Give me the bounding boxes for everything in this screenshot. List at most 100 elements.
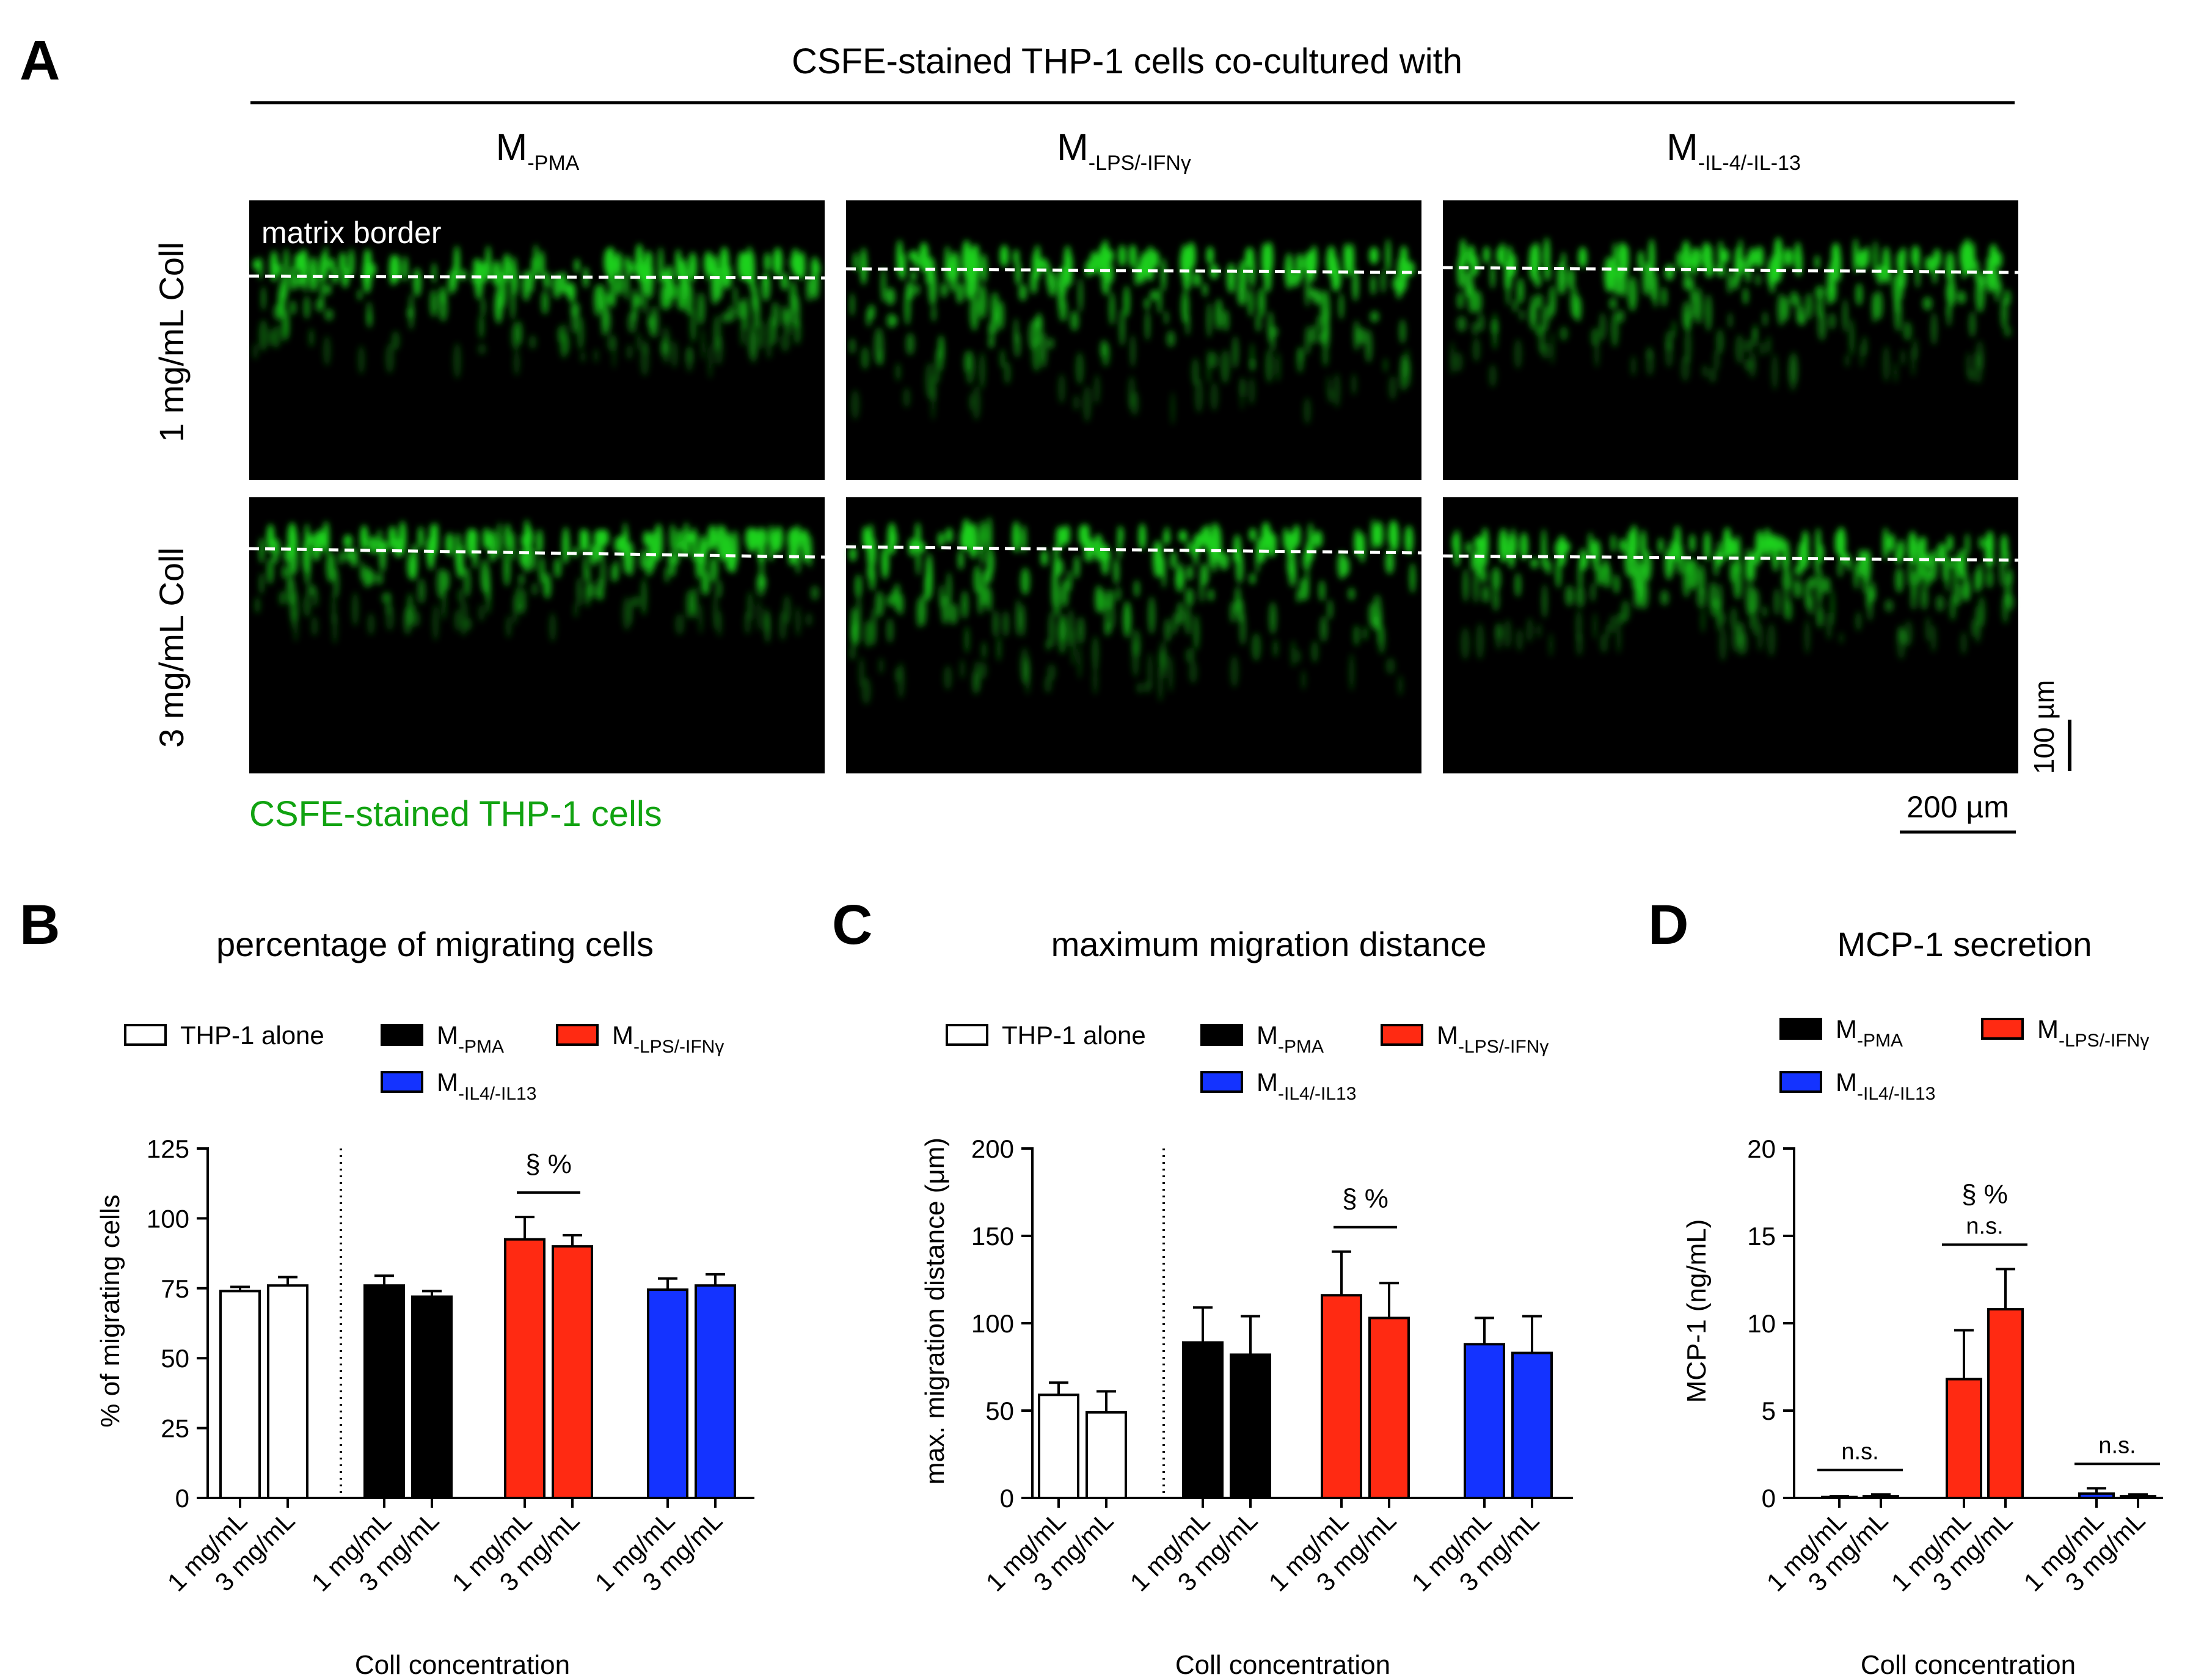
legend-swatch — [946, 1024, 988, 1046]
cell — [1936, 594, 1944, 612]
cell — [1609, 614, 1616, 634]
cell — [351, 592, 359, 627]
cell — [1463, 568, 1469, 602]
cell — [1987, 568, 1993, 588]
y-tick-label: 0 — [1762, 1484, 1776, 1513]
cell — [1301, 670, 1306, 690]
cell — [553, 558, 562, 579]
cell — [1987, 530, 1994, 560]
cell — [1690, 533, 1695, 553]
cell — [1896, 626, 1906, 660]
microscopy-tile — [845, 497, 1422, 773]
cell — [1674, 525, 1681, 562]
cell — [674, 613, 685, 635]
cell — [1874, 290, 1883, 320]
cell — [679, 258, 688, 290]
cell — [1062, 524, 1070, 546]
cell — [254, 596, 261, 614]
cell — [886, 618, 894, 643]
cell — [1453, 352, 1464, 372]
cell — [459, 599, 469, 637]
significance-label: § % — [1342, 1184, 1388, 1214]
cell — [1957, 290, 1966, 304]
cell — [559, 323, 569, 359]
y-tick-label: 125 — [147, 1134, 189, 1163]
cell — [1134, 580, 1140, 597]
cell — [1239, 378, 1246, 398]
cell — [1040, 549, 1048, 566]
cell — [1111, 606, 1115, 628]
cell — [577, 577, 582, 607]
cell — [1047, 337, 1054, 349]
cell — [1082, 385, 1092, 423]
cell — [308, 257, 318, 292]
cell — [538, 556, 545, 584]
cell — [1619, 538, 1627, 553]
cell — [1836, 527, 1846, 559]
cell — [1853, 563, 1859, 590]
cell — [915, 283, 920, 296]
cell — [1681, 243, 1688, 267]
cell — [271, 325, 281, 349]
cell — [858, 656, 865, 688]
cell — [1206, 246, 1214, 265]
cell — [1514, 572, 1522, 597]
cell — [1319, 615, 1328, 642]
cell — [1946, 304, 1950, 317]
bar — [1511, 1351, 1553, 1500]
cell — [1286, 532, 1296, 560]
cell — [1544, 261, 1551, 282]
cell — [1148, 596, 1156, 635]
cell — [919, 593, 927, 627]
cell — [1348, 587, 1355, 601]
cell — [1452, 533, 1460, 553]
cell — [1751, 328, 1758, 347]
cell — [1757, 623, 1763, 652]
cell — [1363, 626, 1368, 641]
cell — [916, 538, 921, 576]
bar — [1038, 1393, 1079, 1500]
cell — [1685, 310, 1691, 332]
legend-swatch — [1981, 1018, 2024, 1040]
cell — [1185, 648, 1195, 663]
cell-cloud — [1452, 524, 2015, 662]
cell — [973, 565, 982, 594]
cell — [458, 588, 462, 603]
cell — [1575, 609, 1583, 641]
cell — [934, 349, 941, 384]
cell — [464, 568, 471, 597]
cell — [1074, 555, 1080, 579]
cell — [1550, 331, 1555, 365]
cell — [1830, 257, 1839, 283]
cell — [1353, 624, 1360, 646]
cell — [1794, 564, 1803, 577]
cell — [1084, 524, 1090, 549]
cell — [1178, 530, 1188, 542]
cell — [1638, 250, 1644, 271]
cell — [1101, 543, 1110, 575]
cell — [1257, 536, 1267, 563]
cell — [2004, 573, 2012, 605]
cell — [607, 293, 614, 305]
cell — [328, 258, 335, 271]
cell — [1208, 535, 1213, 568]
cell — [521, 588, 527, 610]
cell — [1093, 374, 1101, 405]
cell — [1186, 564, 1193, 580]
cell — [1592, 539, 1601, 564]
cell — [707, 525, 717, 550]
cell — [1630, 524, 1638, 563]
cell — [1795, 247, 1803, 277]
cell — [1978, 272, 1986, 291]
cell — [1495, 624, 1503, 640]
cell — [1973, 351, 1983, 384]
cell — [1736, 621, 1745, 656]
cell — [434, 522, 439, 555]
cell — [647, 263, 654, 282]
cell — [1032, 338, 1042, 372]
cell — [647, 557, 654, 575]
cell — [960, 529, 966, 550]
cell — [583, 555, 588, 582]
cell — [1557, 261, 1567, 295]
cell — [267, 557, 274, 585]
